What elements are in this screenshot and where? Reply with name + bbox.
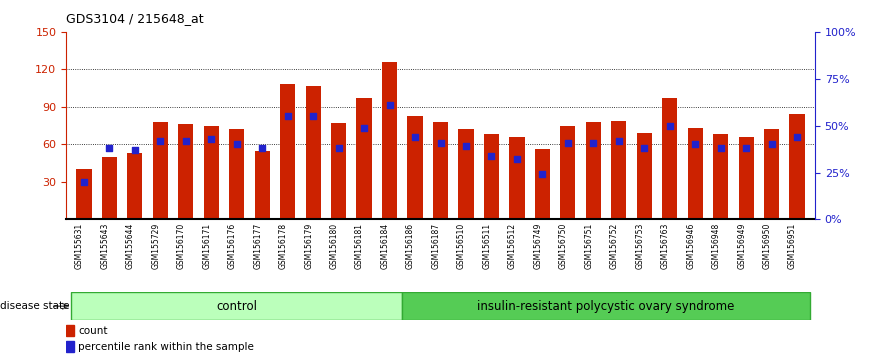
Bar (611, 121, 626, 219)
Text: GSM156946: GSM156946 (686, 223, 695, 269)
Text: GSM156951: GSM156951 (788, 223, 797, 269)
Bar (535, 149, 550, 219)
Point (637, 145, 651, 151)
Point (586, 140, 600, 145)
Point (714, 145, 728, 151)
Text: GSM156751: GSM156751 (584, 223, 593, 269)
Point (306, 113, 320, 119)
Bar (178, 124, 194, 219)
Point (536, 172, 550, 177)
Text: GSM156181: GSM156181 (355, 223, 364, 269)
Text: GSM156177: GSM156177 (253, 223, 263, 269)
Bar (484, 135, 499, 219)
Bar (789, 114, 804, 219)
Bar (255, 151, 270, 219)
Text: GSM155644: GSM155644 (126, 223, 135, 269)
Point (688, 142, 702, 147)
Bar (101, 157, 117, 219)
Point (281, 113, 295, 119)
Bar (77, 170, 92, 219)
Point (102, 145, 116, 151)
Point (739, 145, 753, 151)
Text: GSM156752: GSM156752 (610, 223, 618, 269)
Point (433, 140, 448, 145)
Text: GSM156186: GSM156186 (406, 223, 415, 269)
Point (357, 125, 371, 130)
Point (611, 138, 626, 143)
Point (459, 143, 473, 149)
Text: GSM156749: GSM156749 (533, 223, 543, 269)
Text: GSM156950: GSM156950 (763, 223, 772, 269)
Text: GSM156184: GSM156184 (381, 223, 389, 269)
Bar (66, 341, 74, 353)
Text: GSM156949: GSM156949 (737, 223, 746, 269)
Bar (687, 128, 703, 219)
Point (408, 134, 422, 140)
Text: GSM156763: GSM156763 (661, 223, 670, 269)
Bar (280, 84, 295, 219)
Point (255, 145, 270, 151)
Bar (407, 116, 423, 219)
Bar (382, 62, 397, 219)
Bar (637, 133, 652, 219)
Text: GSM156948: GSM156948 (712, 223, 721, 269)
Text: disease state: disease state (0, 301, 70, 311)
Bar (357, 98, 372, 219)
Bar (738, 137, 754, 219)
Point (331, 145, 345, 151)
Text: GSM155643: GSM155643 (100, 223, 109, 269)
Bar (127, 153, 143, 219)
Text: GSM156512: GSM156512 (508, 223, 517, 269)
Text: GSM156170: GSM156170 (177, 223, 186, 269)
Bar (663, 98, 677, 219)
Text: GSM156179: GSM156179 (304, 223, 313, 269)
Bar (66, 325, 74, 336)
Text: percentile rank within the sample: percentile rank within the sample (78, 342, 254, 352)
Text: GSM155631: GSM155631 (75, 223, 84, 269)
Text: GSM156178: GSM156178 (278, 223, 288, 269)
Bar (229, 130, 244, 219)
Point (77, 179, 91, 185)
Point (204, 136, 218, 142)
Bar (204, 126, 218, 219)
Bar (403, 292, 810, 320)
Text: GSM156180: GSM156180 (329, 223, 338, 269)
Text: insulin-resistant polycystic ovary syndrome: insulin-resistant polycystic ovary syndr… (478, 300, 735, 313)
Point (179, 138, 193, 143)
Text: GSM156171: GSM156171 (203, 223, 211, 269)
Point (765, 142, 779, 147)
Text: control: control (216, 300, 257, 313)
Bar (713, 135, 729, 219)
Text: count: count (78, 326, 107, 336)
Bar (586, 122, 601, 219)
Point (230, 142, 244, 147)
Point (153, 138, 167, 143)
Bar (509, 137, 524, 219)
Text: GSM156511: GSM156511 (483, 223, 492, 269)
Bar (306, 86, 321, 219)
Point (382, 102, 396, 108)
Text: GSM156176: GSM156176 (227, 223, 237, 269)
Bar (152, 122, 168, 219)
Point (790, 134, 804, 140)
Bar (560, 126, 575, 219)
Point (561, 140, 575, 145)
Text: GDS3104 / 215648_at: GDS3104 / 215648_at (66, 12, 204, 25)
Text: GSM156187: GSM156187 (432, 223, 440, 269)
Point (128, 147, 142, 153)
Point (510, 156, 524, 162)
Bar (764, 130, 780, 219)
Bar (71, 292, 403, 320)
Text: GSM156753: GSM156753 (635, 223, 644, 269)
Point (663, 123, 677, 129)
Bar (433, 122, 448, 219)
Text: GSM156750: GSM156750 (559, 223, 568, 269)
Text: GSM155729: GSM155729 (152, 223, 160, 269)
Bar (458, 130, 474, 219)
Bar (331, 123, 346, 219)
Text: GSM156510: GSM156510 (457, 223, 466, 269)
Point (485, 153, 499, 159)
